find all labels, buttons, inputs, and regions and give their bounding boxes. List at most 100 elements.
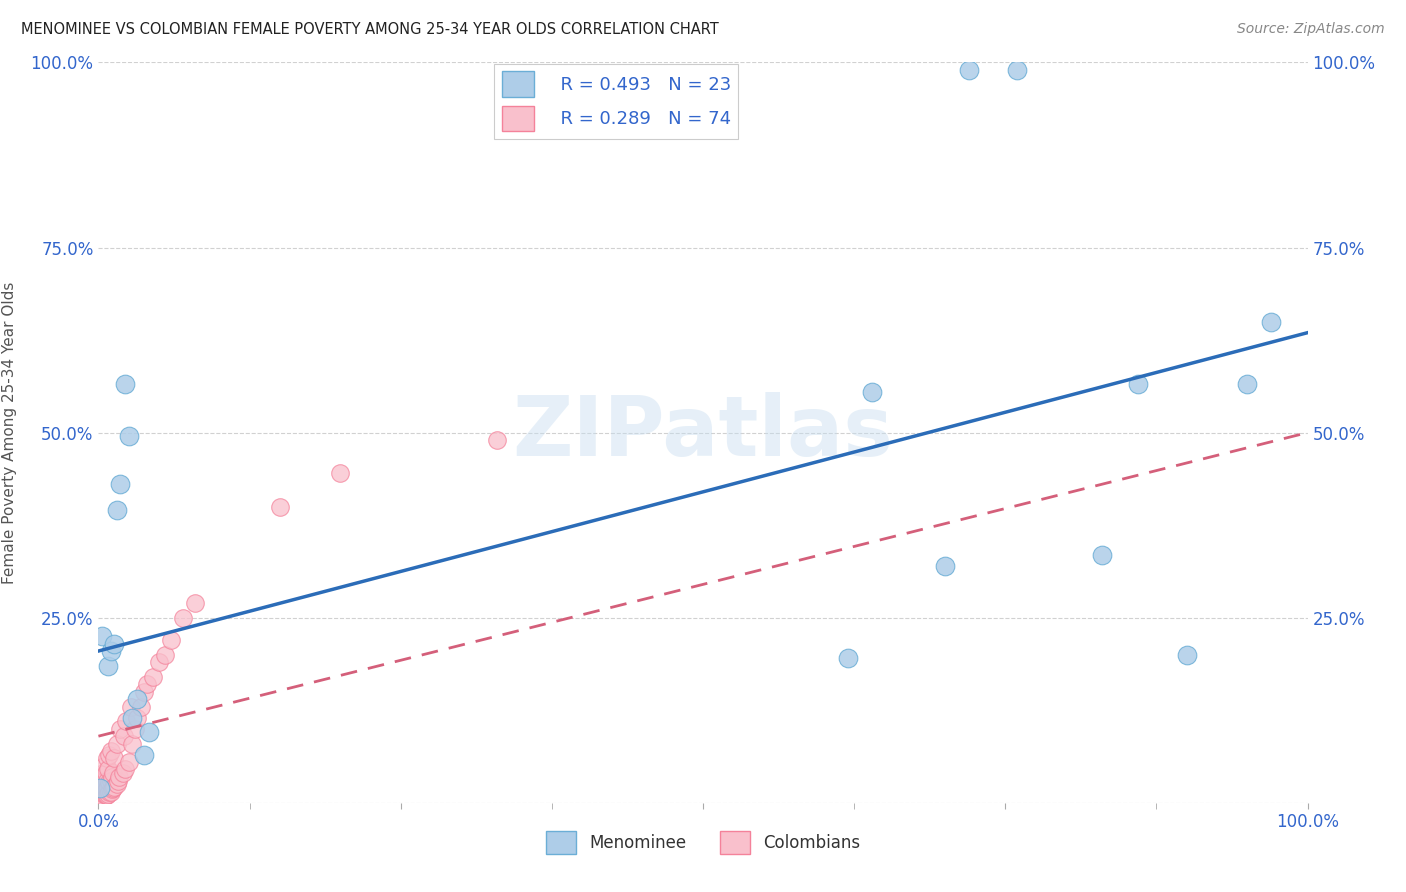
Point: [860, 384, 883, 399]
Point: [91, 789, 114, 804]
Point: [94, 766, 117, 780]
Point: [97, 787, 120, 801]
Point: [1260, 314, 1282, 328]
Point: [153, 648, 176, 662]
Point: [111, 766, 134, 780]
Point: [103, 751, 125, 765]
Y-axis label: Female Poverty Among 25-34 Year Olds: Female Poverty Among 25-34 Year Olds: [1, 282, 17, 583]
Point: [129, 699, 152, 714]
Point: [108, 722, 131, 736]
Point: [93, 780, 115, 795]
Point: [108, 477, 131, 491]
Point: [94, 777, 117, 791]
Point: [103, 780, 125, 794]
Point: [134, 685, 156, 699]
Legend: Menominee, Colombians: Menominee, Colombians: [540, 824, 866, 861]
Point: [124, 722, 146, 736]
Point: [1175, 648, 1198, 662]
Text: MENOMINEE VS COLOMBIAN FEMALE POVERTY AMONG 25-34 YEAR OLDS CORRELATION CHART: MENOMINEE VS COLOMBIAN FEMALE POVERTY AM…: [21, 22, 718, 37]
Point: [114, 763, 136, 777]
Point: [100, 773, 122, 788]
Point: [89, 792, 111, 806]
Point: [89, 780, 111, 795]
Point: [94, 789, 117, 803]
Point: [134, 747, 156, 762]
Point: [172, 610, 194, 624]
Point: [94, 782, 117, 797]
Point: [91, 789, 114, 803]
Point: [103, 637, 125, 651]
Point: [121, 711, 143, 725]
Point: [90, 792, 112, 806]
Point: [96, 751, 118, 765]
Point: [160, 632, 183, 647]
Point: [105, 503, 128, 517]
Point: [329, 467, 352, 481]
Point: [148, 655, 170, 669]
Point: [1128, 377, 1150, 392]
Point: [934, 558, 956, 573]
Point: [91, 785, 114, 799]
Point: [91, 792, 114, 806]
Point: [90, 785, 112, 799]
Text: Source: ZipAtlas.com: Source: ZipAtlas.com: [1237, 22, 1385, 37]
Point: [98, 775, 121, 789]
Point: [120, 699, 142, 714]
Point: [118, 429, 141, 443]
Point: [112, 729, 135, 743]
Point: [118, 755, 141, 769]
Point: [91, 770, 114, 784]
Point: [91, 629, 114, 643]
Point: [91, 787, 114, 801]
Point: [142, 670, 165, 684]
Point: [90, 773, 112, 788]
Point: [269, 500, 291, 514]
Point: [91, 777, 114, 791]
Point: [107, 773, 129, 788]
Point: [96, 789, 118, 803]
Point: [89, 777, 111, 791]
Point: [100, 782, 122, 797]
Point: [89, 789, 111, 803]
Point: [105, 777, 128, 791]
Point: [114, 377, 136, 392]
Point: [957, 62, 980, 77]
Point: [127, 711, 149, 725]
Point: [91, 782, 114, 797]
Point: [98, 747, 121, 762]
Point: [93, 787, 115, 801]
Point: [96, 780, 118, 795]
Point: [108, 770, 131, 784]
Point: [91, 777, 114, 791]
Point: [100, 785, 122, 799]
Point: [1007, 62, 1029, 77]
Point: [97, 658, 120, 673]
Point: [486, 433, 509, 447]
Point: [97, 763, 120, 777]
Point: [127, 692, 149, 706]
Point: [135, 677, 157, 691]
Point: [1236, 377, 1258, 392]
Point: [1091, 548, 1114, 562]
Point: [96, 773, 118, 788]
Point: [184, 596, 207, 610]
Point: [101, 780, 124, 795]
Point: [115, 714, 138, 729]
Point: [89, 785, 111, 799]
Point: [89, 780, 111, 795]
Point: [138, 725, 160, 739]
Point: [837, 651, 859, 665]
Point: [97, 780, 120, 794]
Point: [93, 773, 115, 788]
Point: [91, 766, 114, 780]
Point: [93, 758, 115, 772]
Point: [105, 737, 128, 751]
Point: [100, 644, 122, 658]
Point: [121, 737, 143, 751]
Point: [93, 789, 115, 804]
Point: [100, 744, 122, 758]
Text: ZIPatlas: ZIPatlas: [513, 392, 893, 473]
Point: [90, 780, 112, 795]
Point: [101, 766, 124, 780]
Point: [100, 770, 122, 784]
